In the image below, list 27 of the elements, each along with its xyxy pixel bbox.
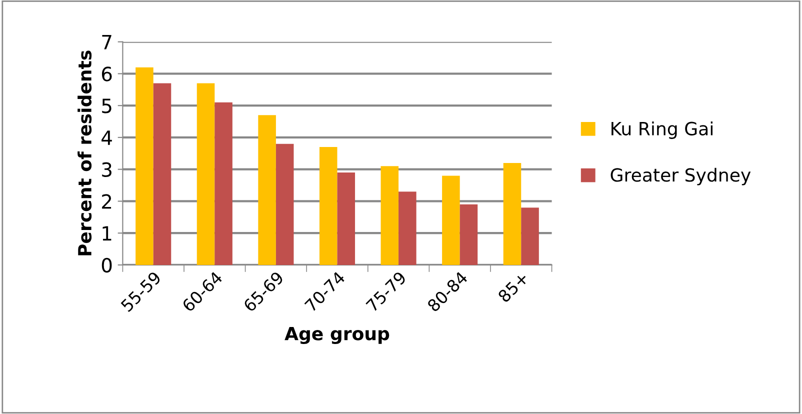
- bar: [153, 83, 172, 265]
- bar: [337, 172, 356, 265]
- y-tick-label: 1: [102, 226, 112, 240]
- bar: [258, 115, 276, 265]
- y-axis-title: Percent of residents: [78, 50, 92, 256]
- bar: [276, 144, 294, 265]
- y-tick-label: 2: [102, 194, 112, 209]
- x-tick-label: 85+: [497, 271, 529, 304]
- bar: [380, 166, 399, 265]
- x-axis-title: Age group: [284, 327, 390, 344]
- y-tick-label: 6: [102, 66, 112, 82]
- legend-label: Ku Ring Gai: [612, 121, 712, 139]
- bar: [460, 204, 478, 265]
- bar: [442, 176, 460, 265]
- bar: [136, 67, 154, 265]
- bar: [214, 102, 232, 265]
- y-tick-label: 7: [102, 35, 112, 50]
- bar: [521, 208, 539, 265]
- bar: [196, 83, 215, 265]
- y-tick-label: 3: [102, 162, 112, 177]
- legend-label: Greater Sydney: [610, 168, 751, 186]
- bar: [319, 147, 338, 265]
- bar: [503, 162, 522, 265]
- y-tick-label: 0: [102, 258, 112, 273]
- bar: [398, 192, 416, 265]
- y-tick-label: 4: [102, 130, 112, 145]
- y-tick-label: 5: [102, 98, 112, 114]
